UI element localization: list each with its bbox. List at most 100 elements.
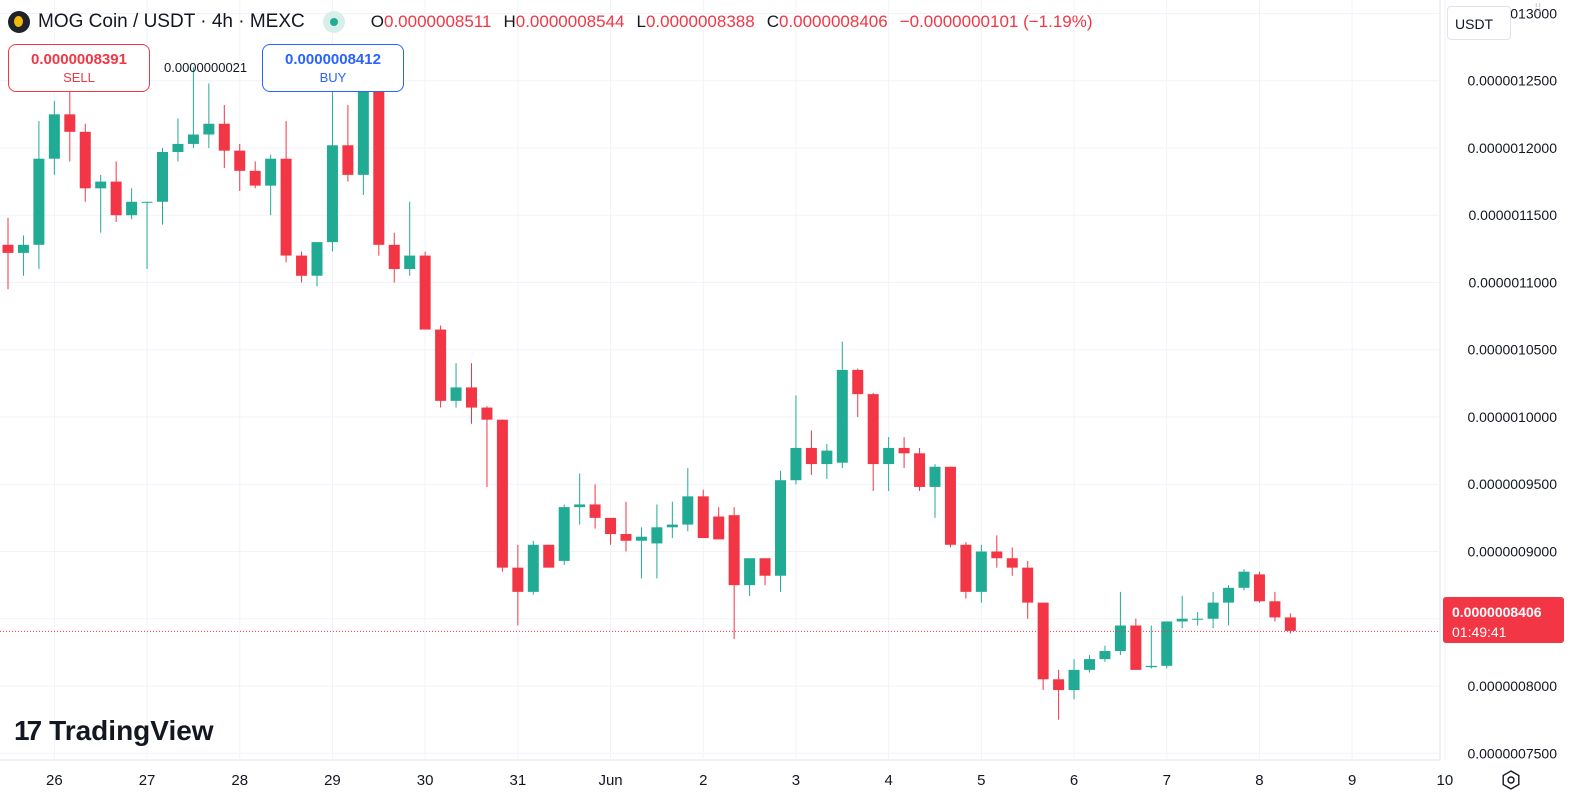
- y-tick-label: 0.0000009000: [1467, 544, 1557, 560]
- candle-body: [883, 447, 895, 465]
- candle-body: [48, 114, 60, 159]
- x-tick-label: 9: [1348, 772, 1356, 789]
- y-tick-label: 0.0000012000: [1467, 140, 1557, 156]
- candle-body: [110, 181, 122, 216]
- drag-grip-icon[interactable]: ⁞⁞: [1534, 1, 1542, 15]
- candle-body: [944, 466, 956, 545]
- candle-body: [1176, 618, 1188, 622]
- sell-price: 0.0000008391: [31, 51, 127, 68]
- tradingview-watermark[interactable]: 17 TradingView: [14, 715, 214, 747]
- y-tick-label: 0.0000009500: [1467, 476, 1557, 492]
- close-label: C: [766, 12, 779, 31]
- gear-icon[interactable]: [1501, 770, 1521, 790]
- candle-body: [450, 387, 462, 401]
- candle-body: [234, 150, 246, 171]
- candle-body: [605, 517, 617, 535]
- candle-body: [635, 536, 647, 541]
- y-tick-label: 0.0000011500: [1469, 207, 1558, 223]
- x-tick-label: 3: [792, 772, 800, 789]
- candle-body: [373, 73, 385, 245]
- candle-body: [759, 558, 771, 576]
- candle-body: [682, 496, 694, 525]
- candle-body: [527, 544, 539, 592]
- high-value: 0.0000008544: [515, 12, 625, 31]
- open-label: O: [370, 12, 384, 31]
- x-tick-label: 4: [884, 772, 892, 789]
- candle-body: [836, 369, 848, 463]
- candle-body: [914, 453, 926, 487]
- x-tick-label: 2: [699, 772, 707, 789]
- candle-body: [1145, 665, 1157, 668]
- change-value: −0.0000000101 (−1.19%): [899, 12, 1093, 31]
- candle-body: [991, 551, 1003, 559]
- symbol-legend: MOG Coin / USDT · 4h · MEXC O 0.000000851…: [8, 8, 1093, 36]
- candle-body: [79, 131, 91, 189]
- candle-body: [589, 504, 601, 518]
- candle-body: [697, 496, 709, 539]
- sell-button[interactable]: 0.0000008391 SELL: [8, 44, 150, 92]
- candle-body: [1130, 625, 1142, 670]
- y-tick-label: 0.0000011000: [1469, 274, 1558, 290]
- buy-label: BUY: [319, 70, 347, 85]
- x-tick-label: 26: [46, 772, 63, 789]
- candle-body: [404, 255, 416, 270]
- y-tick-label: 0.0000010000: [1467, 409, 1557, 425]
- candle-body: [141, 201, 153, 203]
- candle-body: [543, 544, 555, 568]
- x-tick-label: 27: [139, 772, 156, 789]
- candle-body: [296, 255, 308, 276]
- candle-body: [203, 123, 215, 135]
- last-price-tag: 0.0000008406 01:49:41: [1443, 597, 1564, 643]
- candle-body: [1269, 601, 1281, 618]
- candle-body: [1192, 618, 1204, 620]
- candle-body: [466, 387, 477, 408]
- bar-countdown: 01:49:41: [1452, 624, 1507, 640]
- candle-body: [574, 504, 586, 508]
- candle-body: [419, 255, 431, 330]
- x-tick-label: 5: [977, 772, 985, 789]
- candle-body: [651, 527, 663, 544]
- candle-body: [280, 158, 292, 256]
- candle-body: [728, 515, 740, 586]
- x-tick-label: Jun: [598, 772, 622, 789]
- buy-button[interactable]: 0.0000008412 BUY: [262, 44, 404, 92]
- candle-body: [64, 114, 76, 132]
- candle-body: [744, 558, 756, 586]
- candle-body: [1022, 567, 1034, 603]
- candle-body: [898, 447, 910, 454]
- candle-body: [481, 407, 493, 420]
- candle-body: [33, 158, 45, 245]
- y-tick-label: 0.0000008000: [1467, 678, 1557, 694]
- candle-body: [17, 244, 29, 253]
- x-tick-label: 8: [1255, 772, 1263, 789]
- x-tick-label: 31: [510, 772, 527, 789]
- candle-body: [1037, 602, 1049, 680]
- tradingview-logo-icon: 17: [14, 715, 42, 746]
- x-tick-label: 6: [1070, 772, 1078, 789]
- y-tick-label: 0.0000007500: [1467, 745, 1557, 761]
- x-tick-label: 29: [324, 772, 341, 789]
- candle-body: [435, 329, 447, 401]
- candle-body: [187, 134, 199, 144]
- candle-body: [265, 158, 277, 186]
- candle-body: [1223, 587, 1235, 603]
- last-price-value: 0.0000008406: [1452, 604, 1542, 620]
- candle-body: [1006, 558, 1018, 568]
- candle-body: [2, 244, 14, 253]
- candle-body: [1207, 602, 1219, 619]
- candle-body: [775, 480, 786, 576]
- candle-body: [805, 447, 817, 465]
- candle-body: [326, 145, 338, 243]
- candle-body: [1068, 669, 1080, 691]
- x-tick-label: 28: [231, 772, 248, 789]
- symbol-title[interactable]: MOG Coin / USDT · 4h · MEXC: [38, 11, 305, 32]
- candle-body: [1099, 651, 1111, 660]
- candle-body: [821, 450, 833, 465]
- candle-body: [311, 242, 323, 276]
- currency-button[interactable]: USDT: [1447, 6, 1511, 40]
- candle-body: [496, 419, 508, 568]
- buy-price: 0.0000008412: [285, 51, 381, 68]
- candle-body: [929, 466, 941, 487]
- candle-body: [558, 507, 570, 561]
